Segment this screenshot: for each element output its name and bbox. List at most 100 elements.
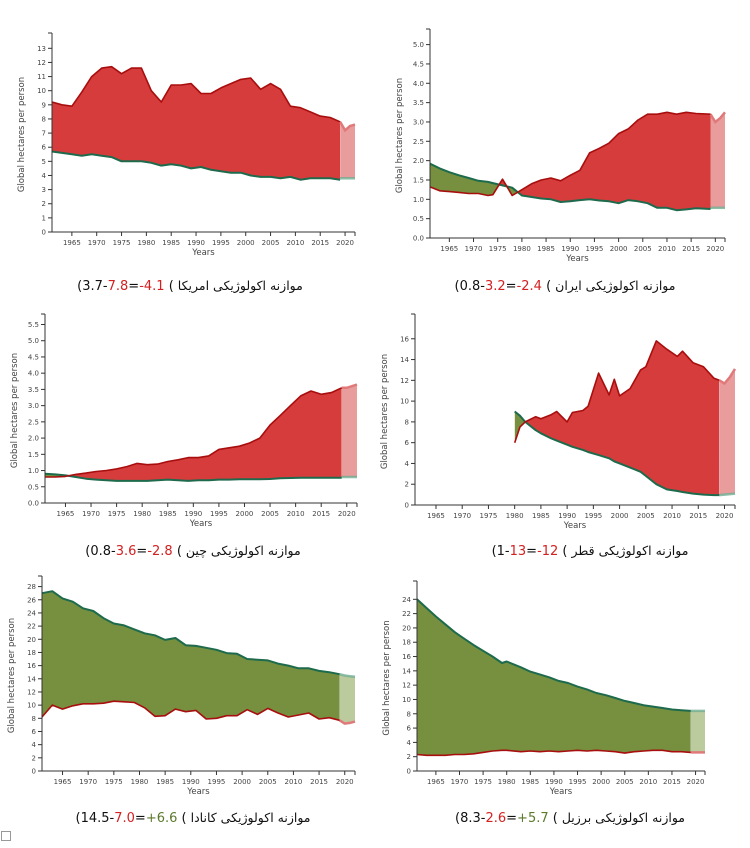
y-tick-label: 1.0 [28, 467, 39, 475]
checkbox[interactable] [1, 831, 11, 841]
x-tick-label: 1970 [453, 512, 471, 520]
x-tick-label: 1965 [57, 510, 75, 518]
formula-part: ( [177, 811, 187, 826]
x-tick-label: 1990 [561, 245, 579, 253]
x-axis-label: Years [186, 787, 210, 797]
x-tick-label: 1970 [79, 778, 97, 786]
chart-china: 0.0 0.5 1.0 1.5 2.0 2.5 3.0 3.5 4.0 4.5 5.0 5.5 1965… [10, 313, 358, 529]
y-tick-label: 12 [402, 682, 411, 690]
formula-part: 3.6 [115, 544, 137, 559]
y-tick-label: 4.5 [28, 353, 39, 361]
y-tick-label: 26 [27, 596, 36, 604]
formula-part: +5.7 [517, 811, 549, 826]
y-tick-label: 18 [402, 639, 411, 647]
formula-part: 7.8 [107, 279, 129, 294]
formula-part: ( [541, 279, 552, 294]
balance-formula: (3.7-7.8=-4.1 ( [77, 279, 174, 294]
x-tick-label: 2015 [682, 245, 700, 253]
formula-part: (0.8- [85, 544, 116, 559]
caption-label: موازنه اکولوژیکی امریکا [177, 278, 303, 293]
footprint-projection-line [339, 121, 356, 133]
formula-part: ( [164, 279, 174, 294]
y-tick-label: 12 [400, 377, 409, 385]
formula-part: (3.7- [77, 279, 108, 294]
caption-label: موازنه اکولوژیکی چین [185, 543, 301, 558]
x-axis-label: Years [563, 521, 587, 531]
y-tick-label: 18 [27, 649, 36, 657]
x-tick-label: 2010 [285, 778, 303, 786]
x-tick-label: 1965 [54, 778, 72, 786]
x-tick-label: 1980 [498, 778, 516, 786]
x-tick-label: 2000 [237, 239, 255, 247]
x-tick-label: 2005 [637, 512, 655, 520]
x-tick-label: 1985 [532, 512, 550, 520]
footprint-line [45, 387, 343, 478]
footprint-projection-line [718, 368, 737, 386]
x-tick-label: 1995 [210, 510, 228, 518]
formula-part: -12 [537, 544, 559, 559]
x-tick-label: 1995 [584, 512, 602, 520]
y-axis-label: Global hectares per person [382, 620, 392, 735]
y-tick-label: 0.5 [28, 483, 39, 491]
y-tick-label: 0 [405, 502, 409, 510]
balance-formula: (0.8-3.6=-2.8 ( [85, 544, 182, 559]
formula-part: 7.0 [114, 811, 135, 826]
y-tick-label: 11 [37, 73, 46, 81]
y-tick-label: 22 [27, 623, 36, 631]
x-tick-label: 1985 [521, 778, 539, 786]
x-tick-label: 2010 [286, 239, 304, 247]
x-tick-label: 1990 [558, 512, 576, 520]
y-tick-label: 28 [27, 583, 36, 591]
y-tick-label: 3 [42, 186, 46, 194]
y-tick-label: 1.5 [413, 176, 424, 184]
y-axis-label: Global hectares per person [17, 77, 27, 192]
caption-label: موازنه اکولوژیکی قطر [571, 543, 689, 558]
y-tick-label: 8 [407, 710, 411, 718]
y-tick-label: 12 [37, 59, 46, 67]
caption-label: موازنه اکولوژیکی کانادا [190, 810, 311, 825]
y-tick-label: 6 [42, 144, 47, 152]
footprint-line [51, 65, 341, 123]
y-tick-label: 10 [400, 398, 409, 406]
formula-part: ( [558, 544, 568, 559]
y-tick-label: 4.0 [413, 80, 424, 88]
x-tick-label: 1985 [156, 778, 174, 786]
y-tick-label: 8 [405, 418, 409, 426]
deficit-projection-area [340, 121, 355, 179]
x-tick-label: 1995 [569, 778, 587, 786]
caption-china: (0.8-3.6=-2.8 (موازنه اکولوژیکی چین [85, 543, 300, 559]
y-tick-label: 14 [402, 667, 411, 675]
x-tick-label: 1980 [131, 778, 149, 786]
biocapacity-line [44, 472, 342, 482]
y-tick-label: 6 [407, 725, 412, 733]
formula-part: 13 [509, 544, 527, 559]
x-tick-label: 2000 [592, 778, 610, 786]
y-tick-label: 2.5 [413, 138, 424, 146]
y-tick-label: 3.5 [413, 99, 424, 107]
y-tick-label: 16 [400, 335, 409, 343]
caption-iran: (0.8-3.2=-2.4 (موازنه اکولوژیکی ایران [455, 278, 676, 294]
x-tick-label: 1995 [212, 239, 230, 247]
y-tick-label: 5.0 [413, 41, 424, 49]
x-tick-label: 2020 [338, 510, 356, 518]
x-tick-label: 2005 [259, 778, 277, 786]
footprint-line [416, 749, 691, 757]
footprint-line [429, 111, 711, 197]
x-tick-label: 2020 [336, 778, 354, 786]
y-tick-label: 2 [407, 753, 411, 761]
x-tick-label: 2000 [236, 510, 254, 518]
x-tick-label: 2015 [310, 778, 328, 786]
x-tick-label: 2000 [610, 245, 628, 253]
caption-usa: (3.7-7.8=-4.1 (موازنه اکولوژیکی امریکا [77, 278, 303, 294]
x-axis-label: Years [189, 519, 213, 529]
x-tick-label: 2010 [639, 778, 657, 786]
biocapacity-line [51, 150, 341, 181]
formula-part: 3.2 [484, 279, 506, 294]
formula-part: = [506, 811, 518, 826]
y-tick-label: 12 [27, 688, 36, 696]
y-tick-label: 20 [402, 624, 411, 632]
caption-canada: (14.5-7.0=+6.6 (موازنه اکولوژیکی کانادا [76, 810, 311, 826]
biocapacity-line [416, 598, 691, 712]
caption-qatar: (1-13=-12 (موازنه اکولوژیکی قطر [492, 543, 689, 559]
